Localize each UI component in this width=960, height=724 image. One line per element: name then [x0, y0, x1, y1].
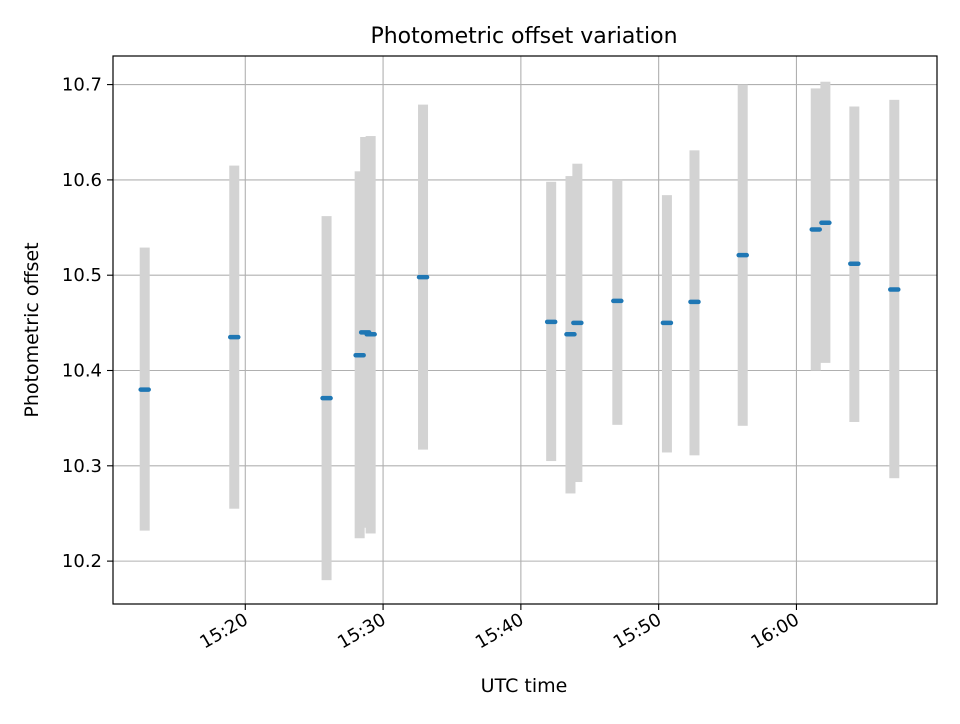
y-axis-label: Photometric offset	[21, 242, 43, 417]
chart-title: Photometric offset variation	[370, 24, 677, 49]
y-tick-label: 10.5	[62, 265, 102, 286]
y-tick-label: 10.2	[62, 551, 102, 572]
y-tick-label: 10.3	[62, 456, 102, 477]
marker-layer	[138, 220, 901, 401]
x-axis-label: UTC time	[481, 675, 568, 697]
grid-layer	[113, 56, 937, 604]
y-tick-label: 10.7	[62, 75, 102, 96]
y-tick-label: 10.4	[62, 361, 102, 382]
y-tick-label: 10.6	[62, 170, 102, 191]
plot-frame	[112, 55, 938, 605]
